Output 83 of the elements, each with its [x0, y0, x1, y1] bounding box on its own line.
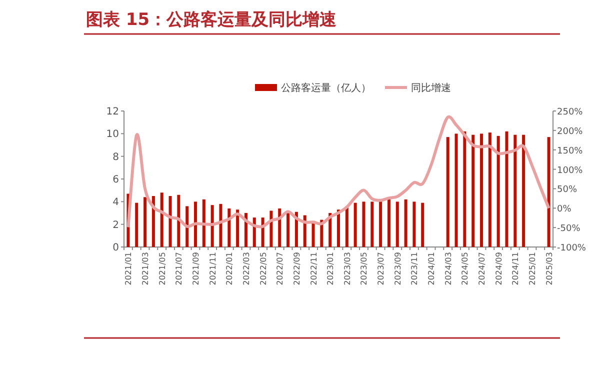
- y-tick-label: 0: [112, 242, 119, 254]
- y-tick-label: 10: [106, 129, 119, 140]
- bar: [480, 134, 484, 247]
- bar: [152, 196, 155, 247]
- x-tick-label: 2023/09: [393, 252, 402, 286]
- bar: [354, 202, 357, 247]
- y-tick-label: 12: [106, 106, 119, 118]
- line-series: [126, 116, 550, 229]
- x-tick-label: 2022/07: [276, 252, 285, 286]
- x-tick-label: 2021/01: [124, 252, 134, 286]
- x-tick-label: 2021/03: [141, 252, 150, 286]
- bar: [210, 205, 214, 247]
- bar: [236, 210, 240, 247]
- bar: [219, 204, 222, 247]
- bar: [144, 197, 147, 247]
- bar: [345, 206, 348, 247]
- y-tick-label: 2: [112, 220, 119, 231]
- bar: [396, 202, 399, 247]
- bar: [362, 202, 366, 247]
- x-tick-label: 2024/11: [511, 252, 520, 286]
- y2-tick-label: 100%: [557, 166, 584, 176]
- bar: [522, 134, 526, 247]
- bar: [547, 137, 550, 247]
- bar: [286, 212, 290, 247]
- bar: [412, 202, 416, 247]
- bar: [454, 134, 458, 247]
- bar: [336, 210, 340, 247]
- y-tick-label: 4: [112, 197, 119, 208]
- bar: [278, 208, 282, 247]
- x-tick-label: 2021/05: [158, 252, 167, 286]
- x-tick-label: 2022/11: [309, 252, 318, 286]
- y2-tick-label: -100%: [557, 244, 586, 254]
- bar: [168, 196, 172, 247]
- y2-tick-label: 200%: [557, 126, 584, 137]
- bar: [421, 202, 424, 247]
- x-tick-label: 2022/05: [258, 252, 268, 286]
- x-tick-label: 2021/09: [192, 252, 200, 286]
- bar: [135, 202, 138, 247]
- bar: [446, 137, 450, 247]
- y2-tick-label: 50%: [557, 185, 578, 196]
- x-tick-label: 2022/09: [292, 252, 302, 286]
- bar: [488, 132, 492, 247]
- y2-tick-label: 250%: [557, 108, 584, 118]
- x-tick-label: 2023/01: [326, 252, 336, 286]
- x-tick-label: 2021/11: [208, 252, 218, 286]
- x-tick-label: 2023/11: [410, 252, 420, 286]
- y-tick-label: 6: [112, 174, 119, 186]
- legend-label: 同比增速: [411, 82, 451, 94]
- x-tick-label: 2022/01: [225, 252, 234, 286]
- y2-tick-label: 150%: [557, 146, 584, 156]
- y2-tick-label: -50%: [557, 224, 581, 234]
- bar: [404, 199, 408, 247]
- bar: [505, 131, 508, 247]
- bar: [160, 192, 164, 247]
- bar: [496, 136, 500, 247]
- x-tick-label: 2021/07: [174, 252, 184, 286]
- bar: [228, 208, 231, 247]
- bar: [379, 200, 382, 247]
- x-tick-label: 2024/09: [494, 252, 504, 286]
- y-tick-label: 8: [112, 152, 119, 163]
- bar: [472, 134, 475, 247]
- bar: [186, 206, 189, 247]
- bar: [387, 199, 390, 247]
- x-tick-label: 2024/01: [427, 252, 436, 286]
- x-tick-label: 2024/07: [478, 252, 486, 286]
- bar: [177, 194, 180, 247]
- legend-label: 公路客运量（亿人）: [281, 82, 371, 94]
- x-tick-label: 2024/05: [460, 252, 470, 286]
- x-tick-label: 2023/03: [342, 252, 352, 286]
- x-tick-label: 2024/03: [444, 252, 453, 286]
- bar: [202, 199, 206, 247]
- bar: [270, 210, 273, 247]
- x-tick-label: 2025/01: [528, 252, 537, 286]
- bar: [370, 202, 374, 247]
- bar: [463, 131, 466, 247]
- bar: [194, 202, 198, 247]
- y2-tick-label: 0%: [557, 204, 572, 215]
- x-tick-label: 2025/03: [544, 252, 554, 286]
- x-tick-label: 2022/03: [242, 252, 251, 286]
- x-tick-label: 2023/05: [360, 252, 369, 286]
- chart-title: 图表 15：公路客运量及同比增速: [86, 10, 337, 30]
- x-tick-label: 2023/07: [376, 252, 386, 286]
- bar: [514, 134, 517, 247]
